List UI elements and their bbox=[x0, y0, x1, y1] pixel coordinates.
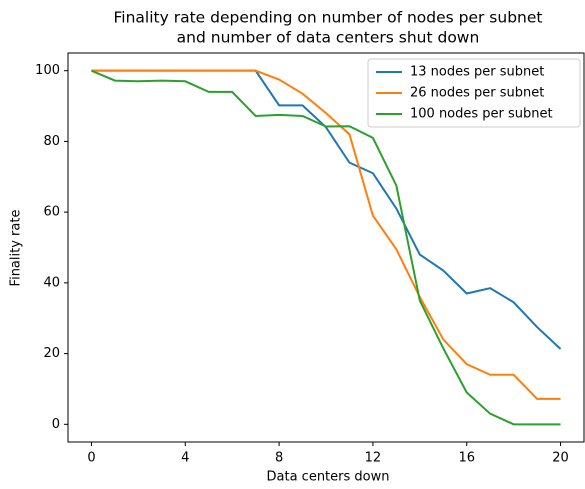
x-tick-label: 20 bbox=[552, 451, 569, 466]
y-axis-label: Finality rate bbox=[9, 210, 24, 287]
chart-title: Finality rate depending on number of nod… bbox=[114, 9, 543, 27]
y-tick-label: 20 bbox=[43, 346, 60, 361]
data-line bbox=[91, 69, 561, 426]
legend-box bbox=[367, 58, 581, 128]
x-tick-label: 8 bbox=[275, 451, 283, 466]
plot-frame bbox=[67, 52, 585, 443]
data-line bbox=[91, 69, 561, 400]
y-tick-label: 0 bbox=[52, 417, 60, 432]
legend-label: 26 nodes per subnet bbox=[410, 86, 544, 101]
chart-title: and number of data centers shut down bbox=[177, 29, 480, 47]
y-tick-label: 60 bbox=[43, 205, 60, 220]
x-axis-label: Data centers down bbox=[267, 470, 390, 485]
x-tick-label: 0 bbox=[87, 451, 95, 466]
x-tick-label: 16 bbox=[458, 451, 475, 466]
y-tick-label: 80 bbox=[43, 134, 60, 149]
x-tick-label: 12 bbox=[365, 451, 382, 466]
y-tick-label: 100 bbox=[35, 63, 60, 78]
y-tick-label: 40 bbox=[43, 275, 60, 290]
legend-label: 100 nodes per subnet bbox=[410, 107, 553, 122]
x-tick-label: 4 bbox=[181, 451, 189, 466]
legend-label: 13 nodes per subnet bbox=[410, 65, 544, 80]
